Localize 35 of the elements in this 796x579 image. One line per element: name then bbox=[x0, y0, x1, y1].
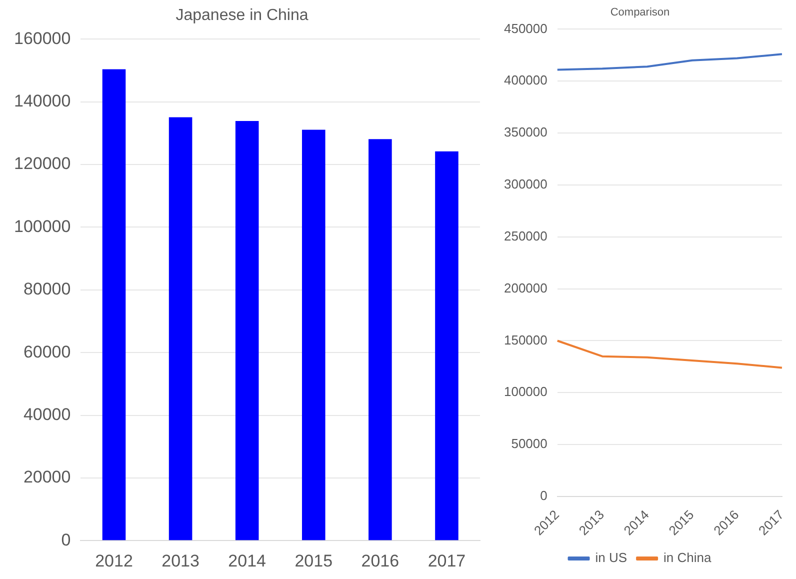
y-tick-label: 350000 bbox=[504, 124, 548, 140]
y-tick-label: 160000 bbox=[14, 28, 71, 48]
y-tick-label: 300000 bbox=[504, 176, 548, 192]
y-tick-label: 250000 bbox=[504, 228, 548, 244]
y-tick-label: 0 bbox=[61, 530, 71, 550]
x-tick-label: 2015 bbox=[294, 551, 333, 570]
x-tick-label: 2013 bbox=[162, 551, 200, 570]
chart-title: Comparison bbox=[610, 6, 670, 19]
x-tick-label: 2014 bbox=[228, 551, 266, 570]
y-tick-label: 450000 bbox=[504, 20, 548, 36]
legend-label: in China bbox=[664, 550, 712, 566]
bar bbox=[302, 130, 326, 540]
y-tick-label: 20000 bbox=[23, 468, 71, 487]
bar bbox=[168, 117, 192, 540]
x-tick-label: 2016 bbox=[361, 551, 400, 570]
y-tick-label: 200000 bbox=[504, 280, 548, 296]
bar bbox=[102, 69, 126, 540]
y-tick-label: 40000 bbox=[23, 404, 71, 424]
y-tick-label: 0 bbox=[540, 488, 548, 504]
x-tick-label: 2012 bbox=[95, 551, 133, 570]
y-tick-label: 100000 bbox=[14, 216, 71, 236]
x-tick-label: 2017 bbox=[428, 551, 466, 570]
bar bbox=[368, 139, 392, 540]
y-tick-label: 60000 bbox=[23, 342, 71, 362]
y-tick-label: 100000 bbox=[504, 384, 548, 400]
chart-title: Japanese in China bbox=[176, 7, 308, 24]
legend-label: in US bbox=[595, 550, 628, 566]
y-tick-label: 140000 bbox=[14, 92, 71, 111]
bar bbox=[235, 120, 259, 540]
bar bbox=[435, 151, 458, 540]
y-tick-label: 50000 bbox=[511, 436, 548, 452]
y-tick-label: 120000 bbox=[14, 154, 71, 174]
y-tick-label: 400000 bbox=[504, 72, 548, 88]
y-tick-label: 80000 bbox=[23, 280, 71, 299]
y-tick-label: 150000 bbox=[504, 332, 548, 348]
